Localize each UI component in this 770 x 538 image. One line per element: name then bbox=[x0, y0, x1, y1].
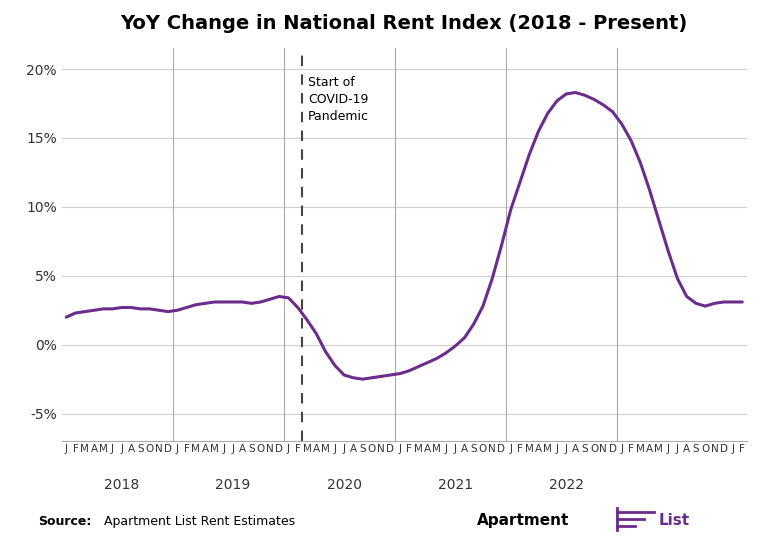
Text: 2022: 2022 bbox=[549, 478, 584, 492]
Text: Source:: Source: bbox=[38, 514, 92, 528]
Text: 2018: 2018 bbox=[104, 478, 139, 492]
Text: Apartment List Rent Estimates: Apartment List Rent Estimates bbox=[104, 514, 295, 528]
Text: 2019: 2019 bbox=[216, 478, 250, 492]
Text: List: List bbox=[658, 513, 689, 528]
Text: 2021: 2021 bbox=[437, 478, 473, 492]
Text: Apartment: Apartment bbox=[477, 513, 570, 528]
Title: YoY Change in National Rent Index (2018 - Present): YoY Change in National Rent Index (2018 … bbox=[121, 14, 688, 33]
Text: Start of
COVID-19
Pandemic: Start of COVID-19 Pandemic bbox=[308, 76, 369, 123]
Text: 2020: 2020 bbox=[326, 478, 362, 492]
